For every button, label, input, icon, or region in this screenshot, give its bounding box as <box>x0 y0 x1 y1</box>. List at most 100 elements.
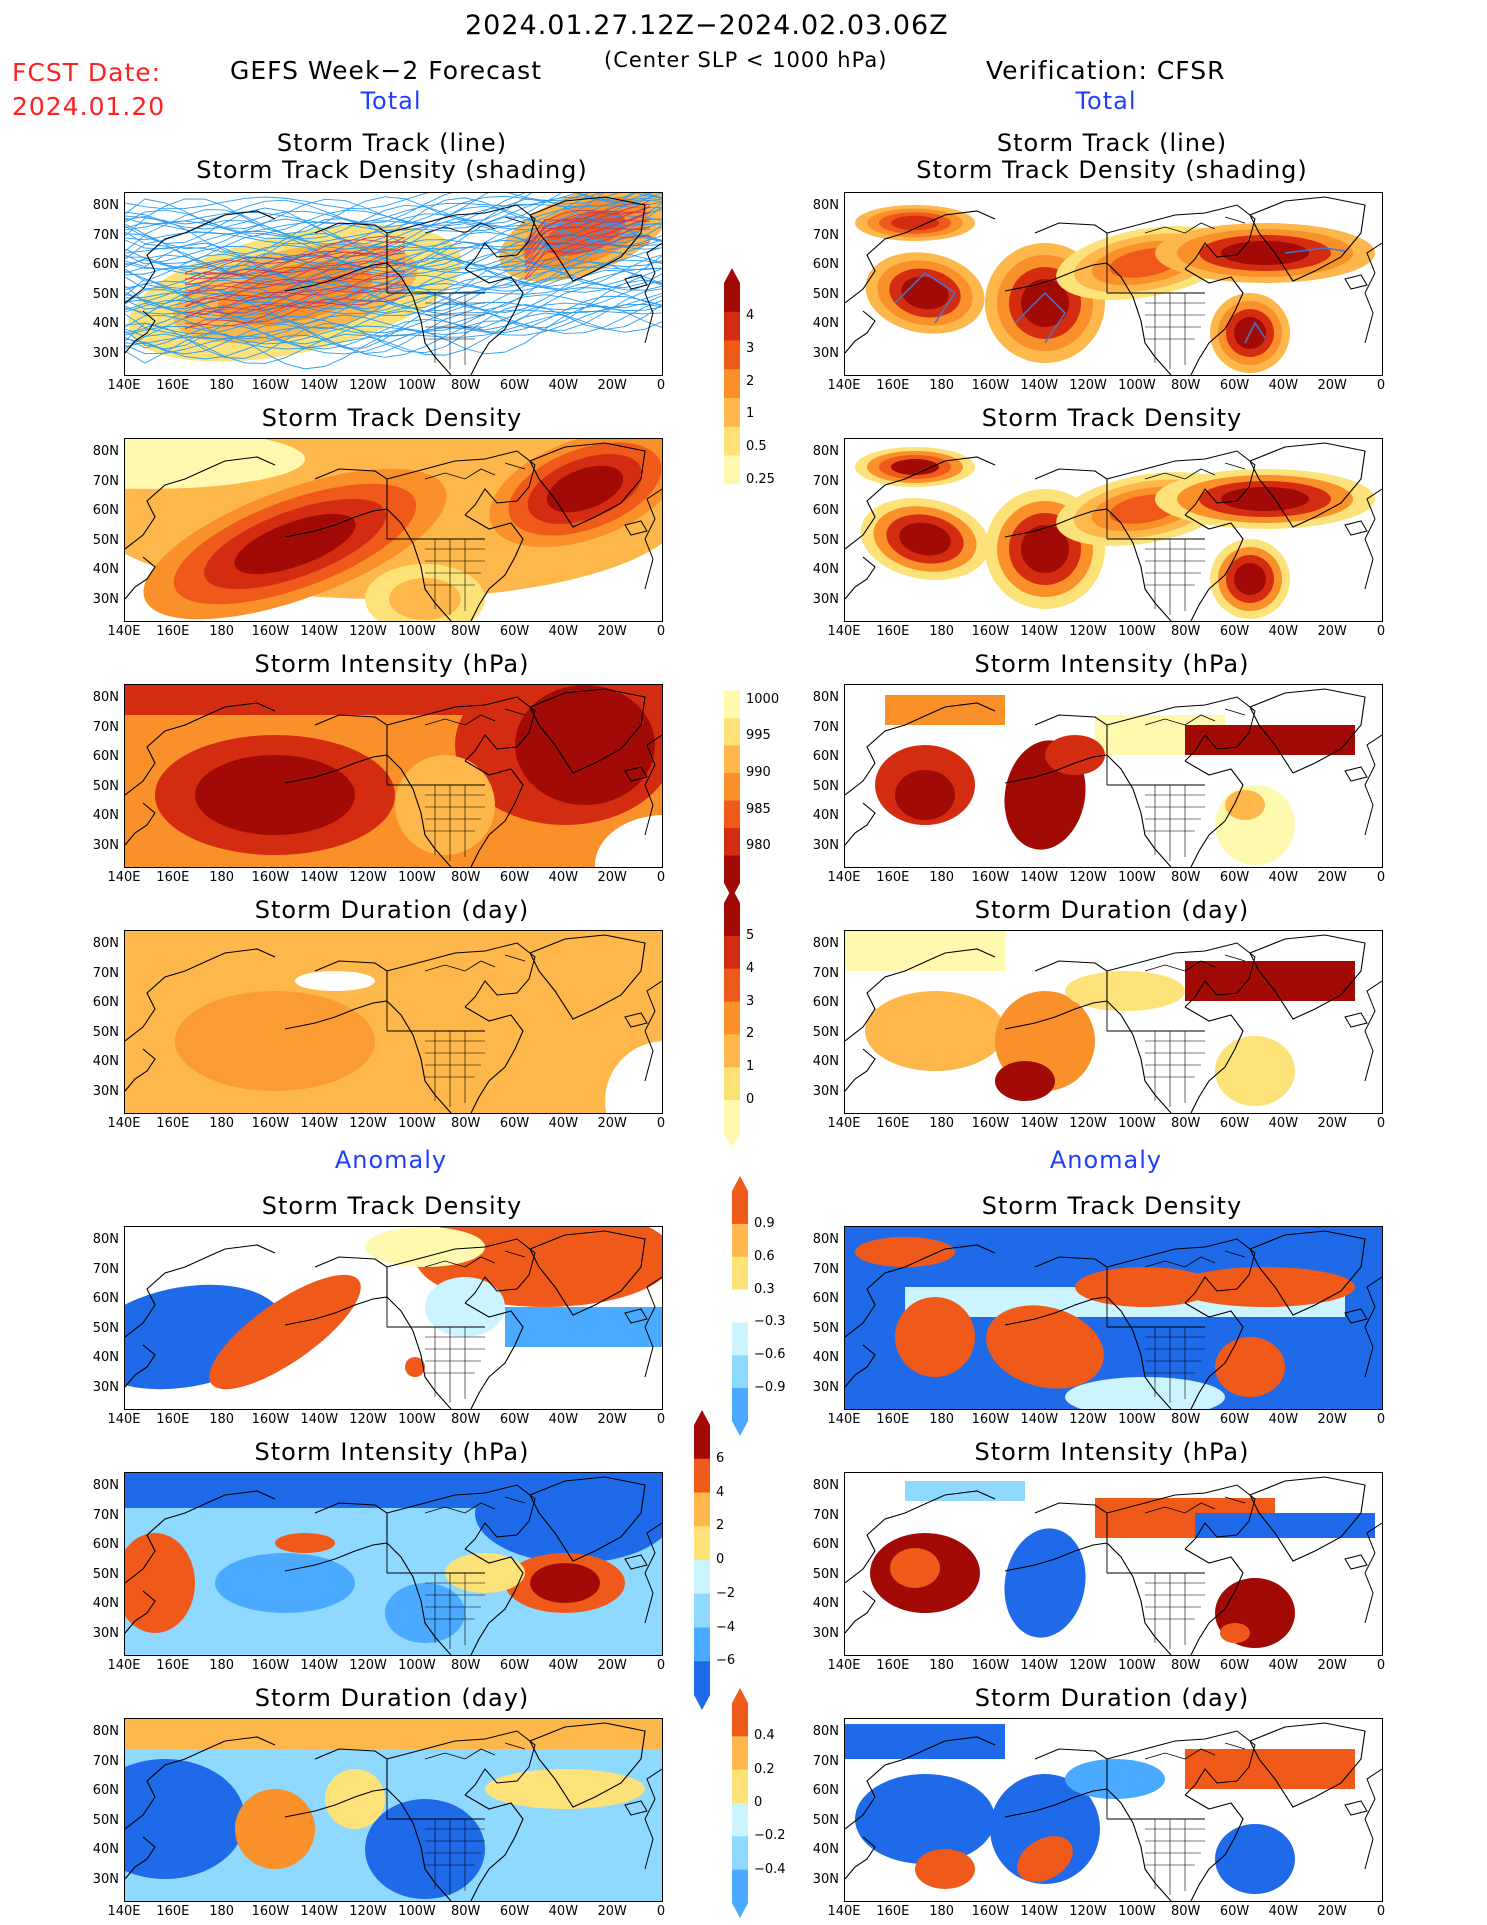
asia-coastline <box>845 702 996 796</box>
colorbar-swatch <box>732 1388 748 1422</box>
colorbar-swatch <box>724 311 740 341</box>
anomaly-positive <box>209 1274 361 1390</box>
lon-label: 160W <box>251 1658 290 1673</box>
west-coastline <box>1106 754 1172 867</box>
colorbar-label: −0.3 <box>754 1314 786 1330</box>
lon-label: 140W <box>1020 1412 1059 1427</box>
lon-label: 180 <box>929 378 955 393</box>
japan-coastline <box>845 1344 876 1388</box>
storm-track-line-strong <box>524 205 651 251</box>
lon-label: 140W <box>1020 624 1059 639</box>
lon-label: 160W <box>971 1904 1010 1919</box>
europe-coastline <box>1364 734 1382 836</box>
archipelago-coastline <box>424 1742 526 1760</box>
lon-label: 40W <box>1268 1116 1299 1131</box>
lat-label: 60N <box>92 1783 119 1798</box>
lon-label: 20W <box>597 1658 627 1673</box>
east-coastline <box>464 1302 524 1409</box>
cfsr-density-panel <box>844 438 1383 622</box>
lat-label: 60N <box>92 503 119 518</box>
anomaly-positive <box>855 1237 955 1267</box>
lon-label: 140W <box>1020 378 1059 393</box>
anomaly-positive <box>915 1849 975 1889</box>
colorbar-swatch <box>724 484 740 514</box>
political-border <box>386 1759 485 1820</box>
colorbar-arrow-bottom <box>724 513 740 528</box>
lon-label: 180 <box>929 624 955 639</box>
storm-track-line <box>125 254 662 315</box>
anomaly-negative <box>125 1759 245 1879</box>
iceland-coastline <box>624 1800 648 1816</box>
lon-label: 40W <box>1268 1412 1299 1427</box>
lon-label: 20W <box>1317 1116 1347 1131</box>
anomaly-positive <box>125 1533 195 1633</box>
political-border <box>1106 233 1205 294</box>
alaska-coastline <box>1004 222 1108 292</box>
lon-label: 160E <box>156 1658 190 1673</box>
lon-label: 100W <box>1118 624 1156 639</box>
alaska-coastline <box>1004 468 1108 538</box>
panel-title: Storm Duration (day) <box>842 897 1382 924</box>
lon-label: 160E <box>156 870 190 885</box>
colorbar-swatch <box>724 663 740 691</box>
archipelago-coastline <box>1144 462 1246 480</box>
lon-label: 60W <box>499 870 530 885</box>
lat-label: 70N <box>92 1261 119 1277</box>
anomaly-positive <box>365 1227 485 1267</box>
lon-label: 140E <box>827 870 861 885</box>
colorbar-swatch <box>694 1661 710 1696</box>
panel-title-line: Storm Track Density <box>261 1192 523 1220</box>
storm-track-line <box>125 280 662 335</box>
greenland-coastline <box>529 934 646 1020</box>
colorbar-swatch <box>724 828 740 856</box>
colorbar-label: 4 <box>746 307 755 323</box>
map-canvas <box>845 1722 1382 1901</box>
density-contour <box>1221 487 1309 511</box>
political-border <box>1106 971 1205 1032</box>
east-coastline <box>1184 514 1244 621</box>
colorbar-strip <box>694 1410 710 1710</box>
archipelago-coastline <box>424 1496 526 1514</box>
forecast-intensity-panel <box>124 684 663 868</box>
japan-coastline <box>845 1048 876 1092</box>
anomaly-positive <box>235 1789 315 1869</box>
lon-label: 20W <box>597 1116 627 1131</box>
forecast-duration-panel <box>124 930 663 1114</box>
asia-coastline <box>845 456 996 550</box>
lon-label: 60W <box>1219 1412 1250 1427</box>
lon-label: 60W <box>1219 1904 1250 1919</box>
lon-label: 60W <box>499 1658 530 1673</box>
storm-track-line-strong <box>184 270 406 315</box>
panel-title-line: Storm Duration (day) <box>974 1684 1250 1712</box>
panel-title-line: Storm Track Density (shading) <box>196 156 588 184</box>
verification-title: Verification: CFSR <box>986 56 1226 85</box>
europe-coastline <box>1364 980 1382 1082</box>
anomaly-positive <box>125 1719 662 1749</box>
asia-coastline <box>125 1736 276 1830</box>
no-data-region <box>295 971 375 991</box>
lon-label: 140E <box>107 870 141 885</box>
east-coastline <box>464 1794 524 1901</box>
iceland-coastline <box>1344 766 1368 782</box>
lat-label: 80N <box>92 1478 119 1493</box>
lon-axis: 140E 160E 180 160W 140W 120W 100W 80W 60W 40W 20W 0 <box>827 1116 1385 1132</box>
lon-label: 160E <box>876 1412 910 1427</box>
lon-label: 160W <box>971 1412 1010 1427</box>
colorbar-label: 0.2 <box>754 1761 775 1777</box>
lon-label: 40W <box>548 1904 579 1919</box>
colorbar-swatch <box>724 340 740 370</box>
panel-title-line: Storm Intensity (hPa) <box>974 650 1250 678</box>
iceland-coastline <box>1344 1554 1368 1570</box>
lon-label: 140W <box>1020 870 1059 885</box>
alaska-coastline <box>1004 714 1108 784</box>
lat-label: 60N <box>812 749 839 764</box>
europe-coastline <box>644 1276 662 1378</box>
storm-track-line <box>125 279 662 350</box>
archipelago-coastline <box>424 708 526 726</box>
duration-contour <box>995 1061 1055 1101</box>
state-borders <box>1145 1031 1205 1107</box>
lat-label: 40N <box>92 1842 119 1857</box>
state-borders <box>1145 1819 1205 1895</box>
lon-label: 160W <box>971 1658 1010 1673</box>
storm-track-line-strong <box>184 285 406 319</box>
